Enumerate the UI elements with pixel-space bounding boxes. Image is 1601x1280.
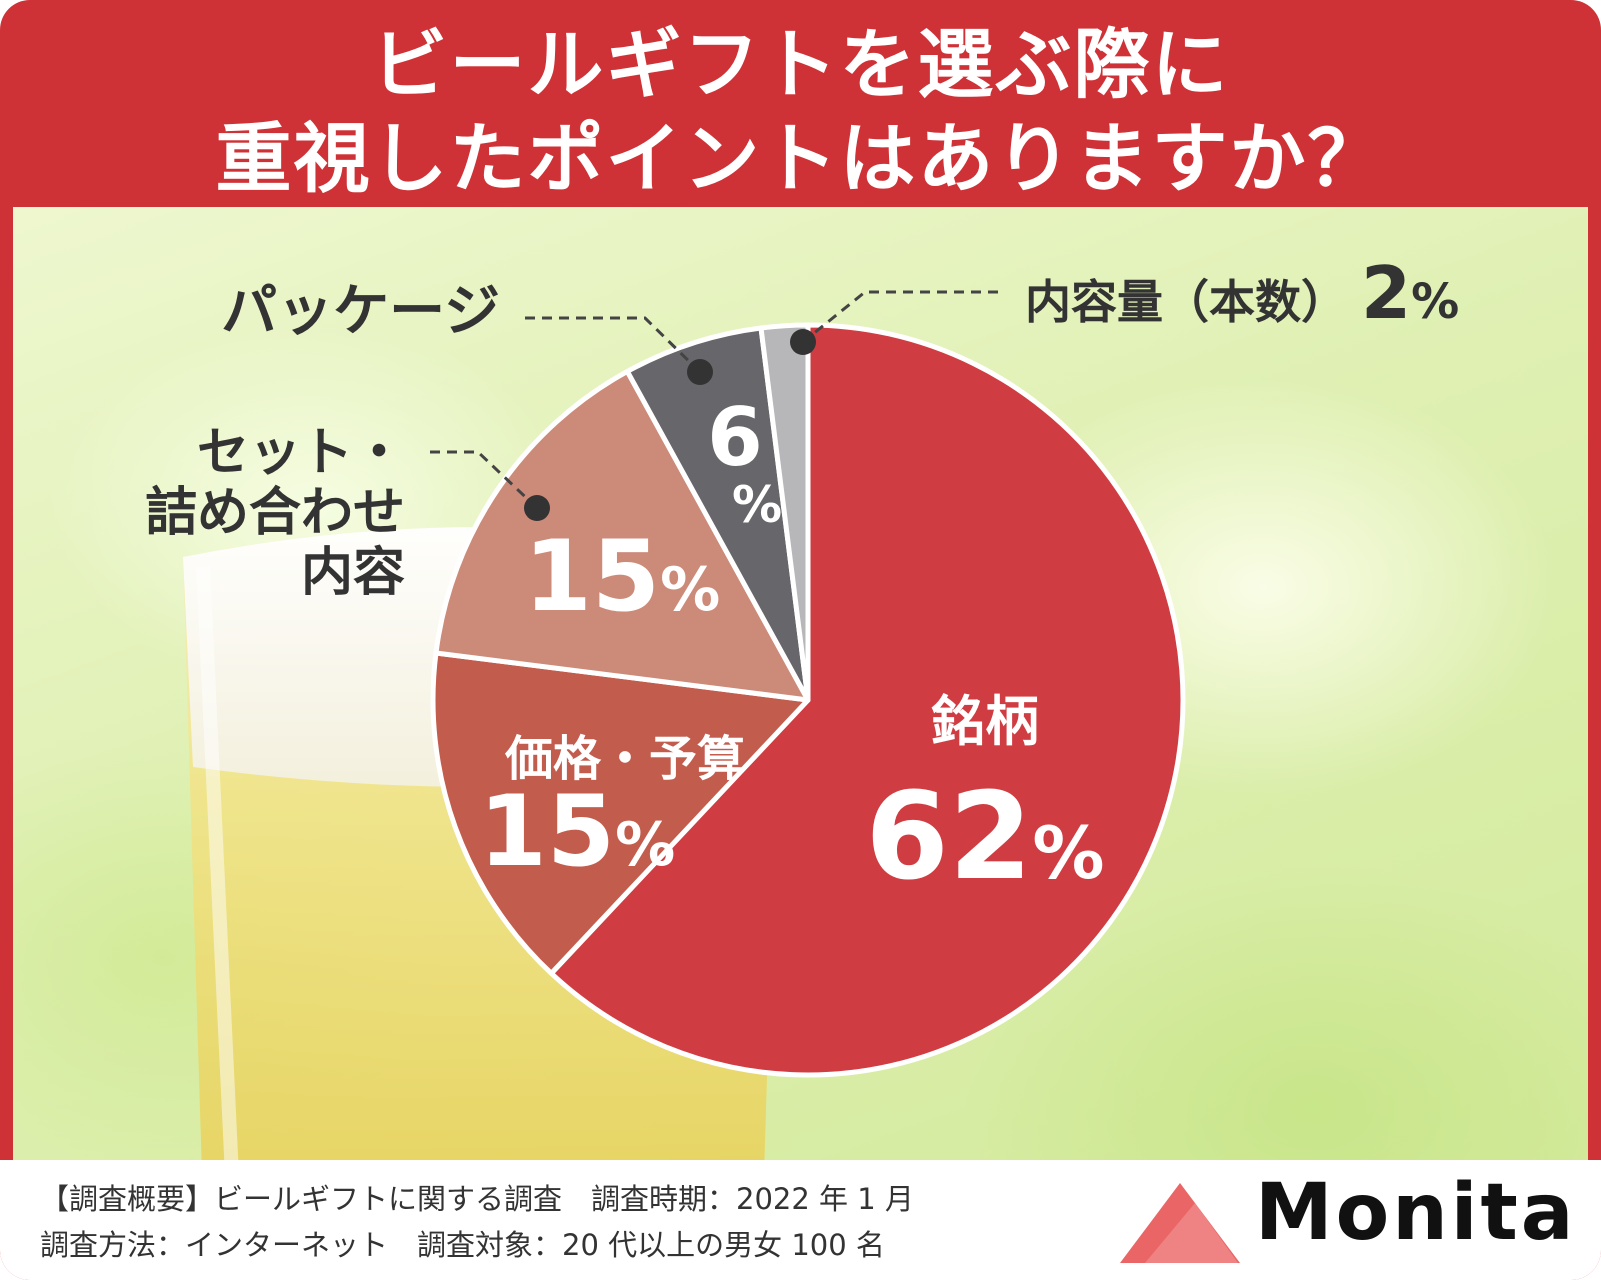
- slice-value-set-number: 15: [524, 520, 660, 634]
- pie-slice-volume: [758, 322, 811, 703]
- callout-line-package: [525, 316, 702, 374]
- survey-summary-line-1: 【調査概要】ビールギフトに関する調査 調査時期：2022 年 1 月: [40, 1182, 914, 1216]
- title-line-2: 重視したポイントはありますか？: [215, 114, 1386, 203]
- slice-label-price: 価格・予算: [504, 731, 745, 787]
- slice-label-brand: 銘柄: [931, 690, 1039, 753]
- callout-label-set-line2: 詰め合わせ: [145, 483, 405, 543]
- callout-dot-volume: [790, 329, 816, 355]
- title-line-1: ビールギフトを選ぶ際に: [371, 20, 1230, 109]
- callout-label-set-line3: 内容: [301, 543, 405, 603]
- callout-label-set-line1: セット・: [197, 423, 405, 483]
- percent-sign: %: [1032, 811, 1104, 895]
- percent-sign: %: [1411, 274, 1459, 330]
- callout-dot-package: [687, 359, 713, 385]
- survey-footer: 【調査概要】ビールギフトに関する調査 調査時期：2022 年 1 月 調査方法：…: [0, 1160, 1601, 1280]
- monita-logo-icon: [1120, 1183, 1240, 1263]
- brand-logo-text: Monita: [1255, 1168, 1577, 1258]
- pie-slice-set: [433, 368, 811, 703]
- percent-sign: %: [615, 810, 675, 880]
- callout-label-volume-text: 内容量（本数）: [1025, 275, 1347, 329]
- slice-value-price-number: 15: [479, 775, 615, 889]
- pie-slice-package: [624, 325, 811, 703]
- slice-value-brand: 62%: [865, 768, 1104, 907]
- callout-label-package: パッケージ: [221, 279, 500, 344]
- slice-value-package-number: 6: [707, 391, 763, 484]
- callout-dot-set: [524, 495, 550, 521]
- callout-label-volume: 内容量（本数） 2%: [1025, 251, 1459, 335]
- callout-value-volume-number: 2: [1361, 251, 1411, 335]
- slice-value-package-unit: %: [732, 476, 782, 534]
- slice-value-brand-number: 62: [865, 768, 1032, 907]
- chart-title: ビールギフトを選ぶ際に 重視したポイントはありますか？: [0, 18, 1601, 206]
- callout-line-set: [430, 450, 539, 510]
- survey-summary-line-2: 調査方法：インターネット 調査対象：20 代以上の男女 100 名: [40, 1228, 885, 1262]
- slice-value-set: 15%: [524, 520, 721, 634]
- percent-sign: %: [660, 555, 720, 625]
- slice-value-price: 15%: [479, 775, 676, 889]
- pie-slice-brand: [548, 322, 1186, 1078]
- pie-slice-price: [430, 650, 811, 976]
